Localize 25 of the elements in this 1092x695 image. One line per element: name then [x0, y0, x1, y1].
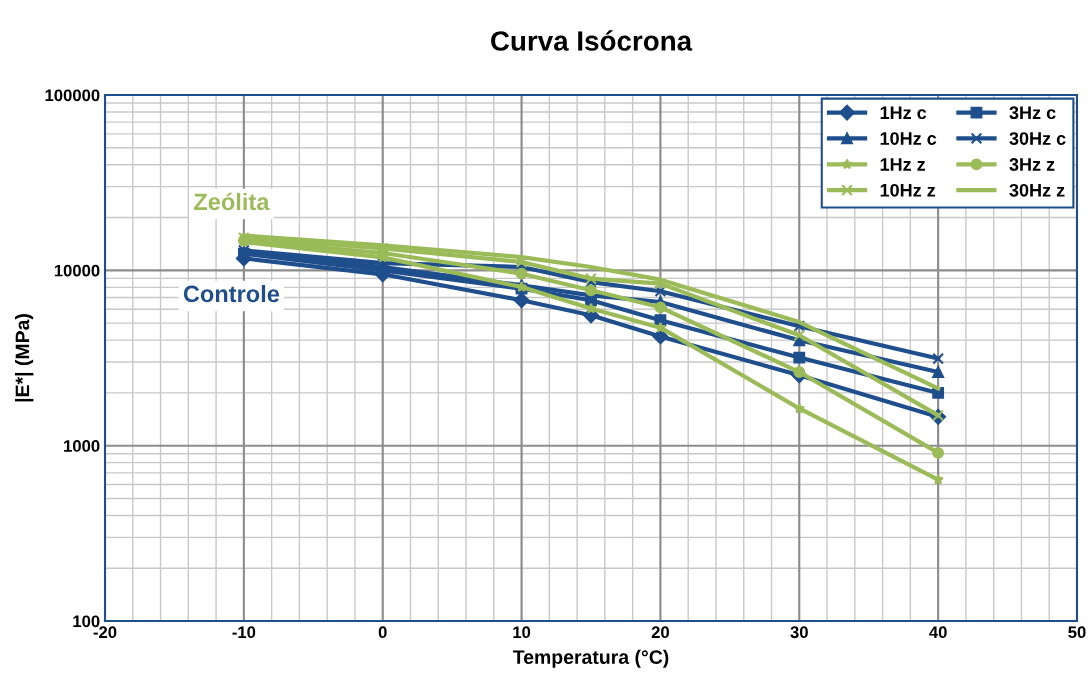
legend-label: 1Hz c: [880, 106, 927, 120]
y-tick-label: 100: [73, 615, 100, 628]
y-tick-label: 100000: [45, 89, 100, 102]
x-tick-label: -20: [93, 626, 117, 639]
legend-label: 10Hz z: [880, 183, 936, 197]
x-tick-label: 50: [1068, 626, 1086, 639]
chart-title: Curva Isócrona: [491, 30, 693, 51]
y-axis-title: |E*| (MPa): [15, 314, 34, 402]
x-tick-label: 10: [513, 626, 531, 639]
x-tick-label: -10: [232, 626, 256, 639]
y-tick-label: 10000: [54, 264, 100, 277]
y-tick-label: 1000: [64, 440, 100, 452]
legend-label: 30Hz z: [1009, 183, 1065, 197]
x-tick-label: 30: [790, 626, 808, 639]
x-tick-label: 0: [378, 626, 387, 639]
legend-label: 3Hz c: [1009, 106, 1056, 120]
x-tick-label: 20: [651, 626, 670, 639]
legend-label: 3Hz z: [1009, 158, 1055, 171]
legend-label: 10Hz c: [880, 132, 937, 145]
legend-label: 30Hz c: [1009, 132, 1066, 145]
annotation: Controle: [183, 284, 280, 303]
legend-label: 1Hz z: [880, 158, 926, 171]
x-tick-label: 40: [929, 626, 947, 639]
annotation: Zeólita: [194, 192, 270, 211]
x-axis-title: Temperatura (°C): [512, 649, 669, 668]
